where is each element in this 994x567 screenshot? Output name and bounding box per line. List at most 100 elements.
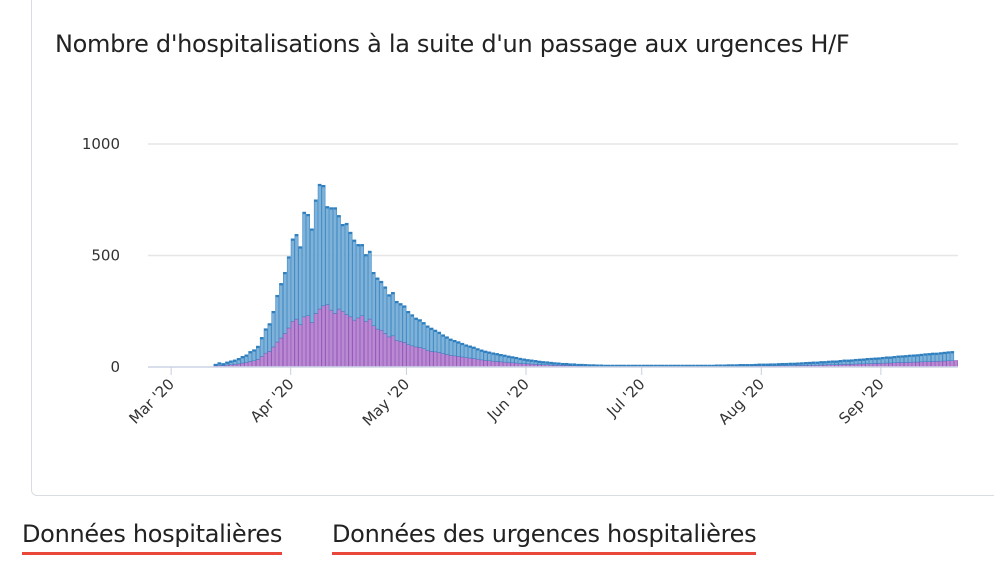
bar-bottom-segment [356,317,361,368]
bar-bottom-segment [317,308,322,368]
bar-top-segment [279,283,283,339]
bar-top-cap [283,272,287,275]
bar-top-cap [923,353,927,356]
bar-top-cap [896,355,900,358]
bar-top-cap [615,364,619,367]
bar-bottom-segment [460,356,465,368]
bar-top-cap [352,239,356,242]
bar-top-cap [526,359,530,362]
bar-top-cap [534,360,538,363]
bar-top-segment [283,271,287,334]
bar-top-segment [306,213,310,316]
y-tick-label: 0 [110,358,120,376]
bar-top-cap [865,358,869,361]
bar-top-cap [653,364,657,367]
bar-top-cap [931,352,935,355]
bar-top-cap [441,334,445,337]
bar-top-cap [904,355,908,358]
bar-top-segment [406,311,411,345]
bar-bottom-segment [394,339,399,368]
bar-top-cap [684,364,688,367]
bar-top-cap [831,360,835,363]
bar-top-cap [568,363,572,366]
bar-top-cap [642,364,646,367]
bar-top-cap [800,362,804,365]
bar-top-cap [804,362,808,365]
link-emergency-data[interactable]: Données des urgences hospitalières [332,520,757,555]
y-tick-label: 1000 [82,135,120,153]
bar-top-cap [464,344,468,347]
bar-top-cap [618,364,623,367]
bar-top-cap [665,364,669,367]
bar-top-cap [823,361,827,364]
bar-top-cap [302,212,306,215]
bar-top-cap [588,364,592,367]
bar-top-cap [888,356,893,359]
bar-top-cap [942,352,947,355]
bar-top-cap [491,352,495,355]
bar-top-cap [780,363,785,366]
bar-top-segment [294,234,299,320]
bar-top-cap [445,336,449,339]
bar-top-cap [321,185,326,188]
bar-top-segment [256,345,260,360]
bar-top-cap [387,294,391,297]
bar-top-cap [715,364,719,367]
bar-bottom-segment [402,342,407,368]
bar-top-cap [811,361,815,364]
bar-top-cap [422,322,426,325]
bar-bottom-segment [464,357,469,368]
bar-top-cap [530,359,534,362]
bar-top-cap [487,351,491,354]
bar-bottom-segment [383,333,388,368]
bar-top-segment [418,319,422,348]
bar-bottom-segment [290,321,295,368]
bar-top-cap [522,358,526,361]
bar-top-cap [329,207,333,210]
bar-top-cap [480,349,484,352]
bar-bottom-segment [414,346,418,368]
bar-top-cap [707,364,711,367]
bar-top-cap [746,364,750,367]
bar-top-cap [225,361,229,364]
bar-top-cap [676,364,680,367]
bar-top-cap [395,301,399,304]
bar-top-segment [329,207,334,311]
bar-top-segment [398,303,403,342]
bar-top-cap [773,363,777,366]
bar-top-cap [854,359,858,362]
link-hospital-data[interactable]: Données hospitalières [22,520,282,555]
bar-top-cap [591,364,596,367]
bar-top-cap [723,364,727,367]
y-axis: 0 500 1000 [82,135,120,376]
bar-top-cap [383,286,387,289]
bar-top-segment [421,322,426,349]
bar-bottom-segment [294,318,299,368]
bar-top-cap [877,357,881,360]
bar-top-segment [259,337,264,357]
bar-top-segment [360,244,364,316]
bar-bottom-segment [259,356,264,368]
bar-top-cap [372,272,376,275]
bar-bottom-segment [491,360,496,368]
bar-bottom-segment [275,341,280,368]
bar-top-cap [252,349,256,352]
bar-top-cap [368,251,372,254]
bar-top-segment [437,331,442,353]
bar-top-cap [858,358,862,361]
bar-bottom-segment [306,315,310,368]
bar-top-cap [703,364,707,367]
bar-top-cap [873,357,877,360]
bar-top-segment [448,338,453,356]
bar-top-cap [572,363,576,366]
bar-top-segment [302,211,307,318]
bar-top-cap [645,364,650,367]
bar-top-cap [680,364,684,367]
bar-top-cap [553,362,557,365]
bar-top-segment [321,185,326,306]
bar-top-cap [294,234,299,237]
bar-bottom-segment [271,346,276,368]
bar-bottom-segment [364,321,368,368]
bar-top-cap [788,362,792,365]
bar-top-segment [367,250,372,320]
